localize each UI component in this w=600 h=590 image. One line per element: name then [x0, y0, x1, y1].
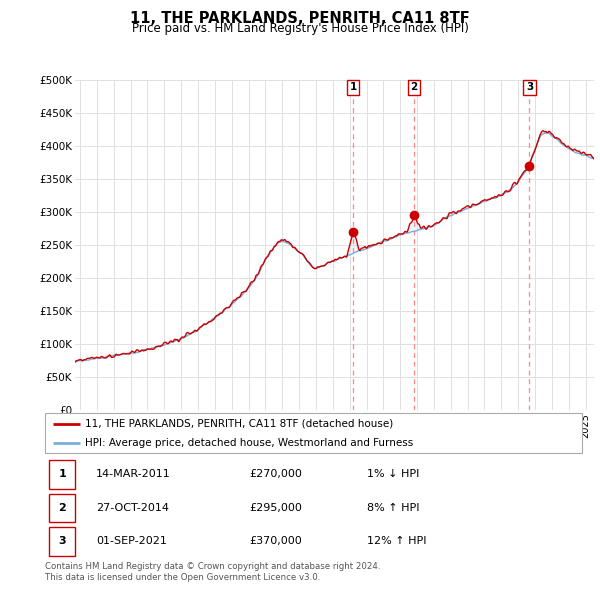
Text: 2: 2: [410, 82, 418, 92]
FancyBboxPatch shape: [45, 413, 582, 453]
Text: 1: 1: [58, 469, 66, 479]
FancyBboxPatch shape: [49, 494, 75, 522]
Text: 11, THE PARKLANDS, PENRITH, CA11 8TF (detached house): 11, THE PARKLANDS, PENRITH, CA11 8TF (de…: [85, 419, 394, 429]
Text: 14-MAR-2011: 14-MAR-2011: [96, 469, 171, 479]
Text: 1: 1: [350, 82, 357, 92]
Text: 3: 3: [58, 536, 66, 546]
FancyBboxPatch shape: [49, 460, 75, 489]
Text: 1% ↓ HPI: 1% ↓ HPI: [367, 469, 419, 479]
Text: Contains HM Land Registry data © Crown copyright and database right 2024.
This d: Contains HM Land Registry data © Crown c…: [45, 562, 380, 582]
Text: £370,000: £370,000: [249, 536, 302, 546]
Text: Price paid vs. HM Land Registry's House Price Index (HPI): Price paid vs. HM Land Registry's House …: [131, 22, 469, 35]
Text: 8% ↑ HPI: 8% ↑ HPI: [367, 503, 420, 513]
Text: 27-OCT-2014: 27-OCT-2014: [96, 503, 169, 513]
Text: 3: 3: [526, 82, 533, 92]
Text: 01-SEP-2021: 01-SEP-2021: [96, 536, 167, 546]
Text: £270,000: £270,000: [249, 469, 302, 479]
Text: £295,000: £295,000: [249, 503, 302, 513]
Text: HPI: Average price, detached house, Westmorland and Furness: HPI: Average price, detached house, West…: [85, 438, 413, 448]
Text: 12% ↑ HPI: 12% ↑ HPI: [367, 536, 427, 546]
Text: 11, THE PARKLANDS, PENRITH, CA11 8TF: 11, THE PARKLANDS, PENRITH, CA11 8TF: [130, 11, 470, 25]
Text: 2: 2: [58, 503, 66, 513]
FancyBboxPatch shape: [49, 527, 75, 556]
